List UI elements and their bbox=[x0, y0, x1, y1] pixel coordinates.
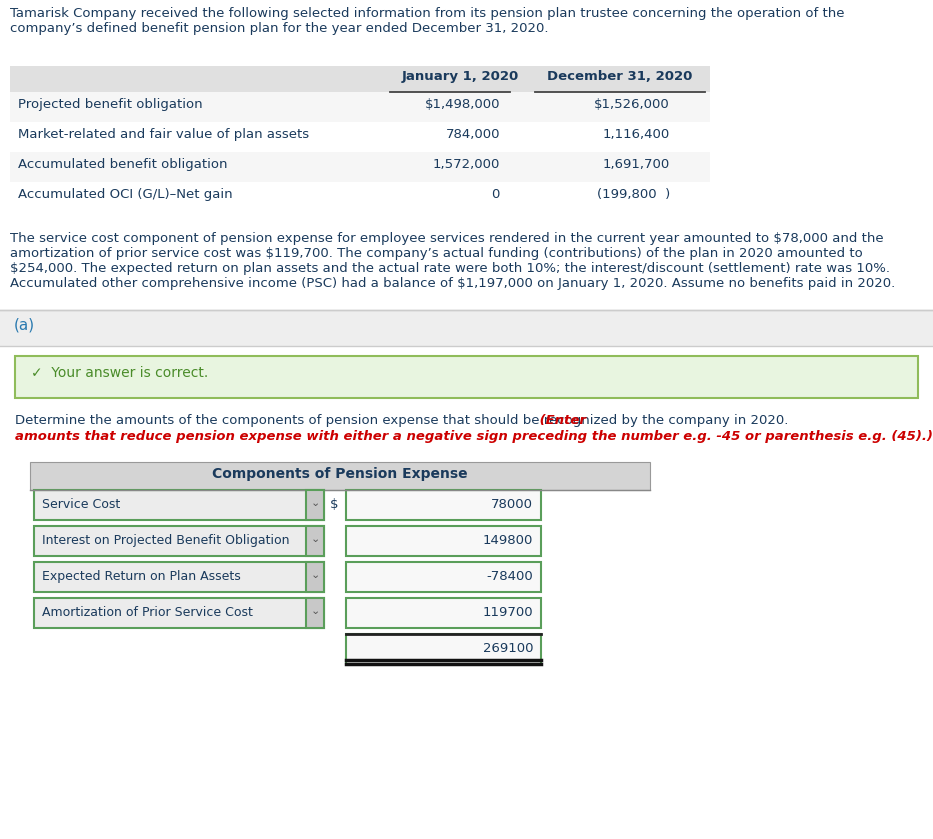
Text: Service Cost: Service Cost bbox=[42, 498, 120, 511]
Bar bbox=[34, 598, 324, 628]
Text: (a): (a) bbox=[14, 317, 35, 332]
Text: 269100: 269100 bbox=[482, 642, 533, 655]
Bar bbox=[346, 490, 541, 520]
Bar bbox=[10, 182, 710, 212]
Bar bbox=[346, 598, 541, 628]
Text: $1,526,000: $1,526,000 bbox=[594, 98, 670, 111]
Text: 784,000: 784,000 bbox=[445, 128, 500, 141]
Text: Amortization of Prior Service Cost: Amortization of Prior Service Cost bbox=[42, 606, 253, 619]
Text: $1,498,000: $1,498,000 bbox=[425, 98, 500, 111]
Text: 1,691,700: 1,691,700 bbox=[603, 158, 670, 171]
Text: Accumulated benefit obligation: Accumulated benefit obligation bbox=[18, 158, 228, 171]
Text: Projected benefit obligation: Projected benefit obligation bbox=[18, 98, 202, 111]
Text: 119700: 119700 bbox=[482, 606, 533, 619]
Text: 1,116,400: 1,116,400 bbox=[603, 128, 670, 141]
Bar bbox=[306, 526, 324, 556]
Bar bbox=[34, 526, 324, 556]
Text: Components of Pension Expense: Components of Pension Expense bbox=[212, 467, 467, 481]
Text: Tamarisk Company received the following selected information from its pension pl: Tamarisk Company received the following … bbox=[10, 7, 844, 35]
Bar bbox=[306, 598, 324, 628]
Text: amounts that reduce pension expense with either a negative sign preceding the nu: amounts that reduce pension expense with… bbox=[15, 430, 933, 443]
Text: ✓  Your answer is correct.: ✓ Your answer is correct. bbox=[31, 366, 208, 380]
Bar bbox=[346, 634, 541, 664]
Text: -78400: -78400 bbox=[486, 570, 533, 583]
Bar bbox=[10, 66, 710, 92]
Bar bbox=[15, 356, 918, 398]
Text: Determine the amounts of the components of pension expense that should be recogn: Determine the amounts of the components … bbox=[15, 414, 788, 427]
Text: 78000: 78000 bbox=[491, 498, 533, 511]
Text: Accumulated OCI (G/L)–Net gain: Accumulated OCI (G/L)–Net gain bbox=[18, 188, 232, 201]
Bar bbox=[34, 490, 324, 520]
Bar bbox=[306, 562, 324, 592]
Text: Market-related and fair value of plan assets: Market-related and fair value of plan as… bbox=[18, 128, 309, 141]
Bar bbox=[346, 526, 541, 556]
Bar bbox=[346, 562, 541, 592]
Bar bbox=[10, 92, 710, 122]
Bar bbox=[10, 152, 710, 182]
Text: The service cost component of pension expense for employee services rendered in : The service cost component of pension ex… bbox=[10, 232, 896, 290]
Bar bbox=[30, 462, 650, 490]
Text: Expected Return on Plan Assets: Expected Return on Plan Assets bbox=[42, 570, 241, 583]
Text: (Enter: (Enter bbox=[535, 414, 586, 427]
Bar bbox=[10, 122, 710, 152]
Bar bbox=[306, 490, 324, 520]
Text: ⌄: ⌄ bbox=[311, 570, 320, 580]
Text: December 31, 2020: December 31, 2020 bbox=[548, 70, 692, 83]
Text: ⌄: ⌄ bbox=[311, 606, 320, 616]
Text: January 1, 2020: January 1, 2020 bbox=[401, 70, 519, 83]
Text: Interest on Projected Benefit Obligation: Interest on Projected Benefit Obligation bbox=[42, 534, 289, 547]
Text: $: $ bbox=[330, 498, 339, 511]
Bar bbox=[0, 310, 933, 346]
Text: 1,572,000: 1,572,000 bbox=[433, 158, 500, 171]
Text: ⌄: ⌄ bbox=[311, 498, 320, 508]
Text: (199,800  ): (199,800 ) bbox=[597, 188, 670, 201]
Text: 149800: 149800 bbox=[482, 534, 533, 547]
Text: 0: 0 bbox=[492, 188, 500, 201]
Text: ⌄: ⌄ bbox=[311, 534, 320, 544]
Bar bbox=[34, 562, 324, 592]
